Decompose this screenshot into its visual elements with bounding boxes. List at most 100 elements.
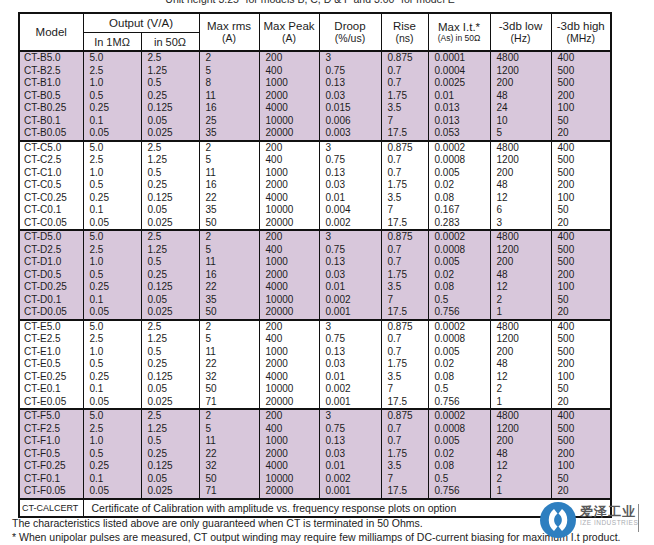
value-cell: 2000 <box>259 358 319 371</box>
value-cell: 100 <box>551 192 611 205</box>
col-header-rise-label: Rise <box>383 20 427 32</box>
value-cell: 0.08 <box>428 371 490 384</box>
value-cell: 2000 <box>259 269 319 282</box>
value-cell: 0.0002 <box>428 409 490 423</box>
watermark-cn-text: 爱泽工业 <box>580 505 638 519</box>
value-cell: 500 <box>551 435 611 448</box>
value-cell: 0.005 <box>428 435 490 448</box>
value-cell: 0.875 <box>381 51 428 65</box>
value-cell: 0.01 <box>319 192 381 205</box>
model-cell: CT-D0.05 <box>19 306 83 320</box>
value-cell: 500 <box>551 65 611 78</box>
value-cell: 0.1 <box>83 383 141 396</box>
value-cell: 0.05 <box>83 485 141 499</box>
model-cell: CT-E0.1 <box>19 383 83 396</box>
value-cell: 0.25 <box>83 192 141 205</box>
value-cell: 0.5 <box>83 90 141 103</box>
value-cell: 5 <box>199 154 259 167</box>
value-cell: 1000 <box>259 256 319 269</box>
value-cell: 48 <box>490 448 551 461</box>
value-cell: 7 <box>381 473 428 486</box>
value-cell: 1200 <box>490 333 551 346</box>
value-cell: 0.053 <box>428 127 490 141</box>
model-cell: CT-E0.5 <box>19 358 83 371</box>
value-cell: 0.25 <box>83 460 141 473</box>
value-cell: 2 <box>490 294 551 307</box>
value-cell: 0.0008 <box>428 244 490 257</box>
value-cell: 400 <box>259 154 319 167</box>
value-cell: 22 <box>199 192 259 205</box>
value-cell: 0.05 <box>83 127 141 141</box>
value-cell: 1.0 <box>83 346 141 359</box>
value-cell: 1200 <box>490 65 551 78</box>
value-cell: 0.015 <box>319 102 381 115</box>
model-group-C: CT-C5.05.02.5220030.8750.00024800400CT-C… <box>19 141 611 231</box>
table-row: CT-C0.50.50.251620000.031.750.0248200 <box>19 179 611 192</box>
value-cell: 0.13 <box>319 346 381 359</box>
table-row: CT-D0.10.10.0535100000.00270.5250 <box>19 294 611 307</box>
ize-watermark: 爱泽工业 IZE INDUSTRIES <box>540 502 638 538</box>
model-cell: CT-B0.1 <box>19 115 83 128</box>
value-cell: 50 <box>551 383 611 396</box>
value-cell: 0.5 <box>428 294 490 307</box>
value-cell: 7 <box>381 383 428 396</box>
value-cell: 400 <box>551 141 611 155</box>
value-cell: 0.05 <box>83 217 141 231</box>
value-cell: 1.0 <box>83 435 141 448</box>
value-cell: 12 <box>490 371 551 384</box>
value-cell: 10000 <box>259 473 319 486</box>
value-cell: 50 <box>199 217 259 231</box>
value-cell: 3 <box>319 230 381 244</box>
value-cell: 4000 <box>259 281 319 294</box>
value-cell: 400 <box>259 423 319 436</box>
page-caption: Unit height 3.25" for models B, C, D & F… <box>20 0 600 5</box>
value-cell: 200 <box>490 77 551 90</box>
footnotes: The characteristics listed above are onl… <box>12 517 620 545</box>
table-row: CT-F0.050.050.02571200000.00117.50.75612… <box>19 485 611 499</box>
value-cell: 200 <box>551 358 611 371</box>
model-cell: CT-E5.0 <box>19 320 83 334</box>
value-cell: 5.0 <box>83 141 141 155</box>
value-cell: 1 <box>490 306 551 320</box>
value-cell: 17.5 <box>381 217 428 231</box>
value-cell: 5.0 <box>83 320 141 334</box>
value-cell: 200 <box>490 346 551 359</box>
table-row: CT-C2.52.51.2554000.750.70.00081200500 <box>19 154 611 167</box>
col-header-3db-high-unit: (MHz) <box>553 32 610 44</box>
value-cell: 4800 <box>490 51 551 65</box>
model-cell: CT-C0.1 <box>19 204 83 217</box>
value-cell: 5.0 <box>83 230 141 244</box>
table-row: CT-F0.50.50.252220000.031.750.0248200 <box>19 448 611 461</box>
value-cell: 0.0004 <box>428 65 490 78</box>
table-row: CT-D0.50.50.251620000.031.750.0248200 <box>19 269 611 282</box>
ize-logo-icon <box>540 502 576 538</box>
col-header-droop-unit: (%/us) <box>321 32 380 44</box>
value-cell: 0.25 <box>83 371 141 384</box>
value-cell: 0.05 <box>141 115 199 128</box>
col-header-max-rms-label: Max rms <box>201 20 258 32</box>
value-cell: 0.75 <box>319 423 381 436</box>
value-cell: 0.02 <box>428 358 490 371</box>
value-cell: 0.025 <box>141 127 199 141</box>
col-header-3db-low-unit: (Hz) <box>492 32 550 44</box>
value-cell: 1000 <box>259 77 319 90</box>
value-cell: 500 <box>551 154 611 167</box>
col-header-max-peak-unit: (A) <box>261 32 318 44</box>
value-cell: 0.013 <box>428 102 490 115</box>
value-cell: 0.002 <box>319 294 381 307</box>
table-row: CT-F0.10.10.0550100000.00270.5250 <box>19 473 611 486</box>
value-cell: 1000 <box>259 167 319 180</box>
value-cell: 0.01 <box>319 460 381 473</box>
model-cell: CT-F5.0 <box>19 409 83 423</box>
value-cell: 4000 <box>259 371 319 384</box>
value-cell: 0.1 <box>83 473 141 486</box>
value-cell: 200 <box>551 179 611 192</box>
value-cell: 1.25 <box>141 423 199 436</box>
table-row: CT-B0.50.50.251120000.031.750.0148200 <box>19 90 611 103</box>
value-cell: 0.7 <box>381 346 428 359</box>
value-cell: 4800 <box>490 409 551 423</box>
value-cell: 0.7 <box>381 256 428 269</box>
col-header-3db-high-label: -3db high <box>553 20 610 32</box>
value-cell: 50 <box>551 473 611 486</box>
table-row: CT-B0.050.050.02535200000.00317.50.05352… <box>19 127 611 141</box>
